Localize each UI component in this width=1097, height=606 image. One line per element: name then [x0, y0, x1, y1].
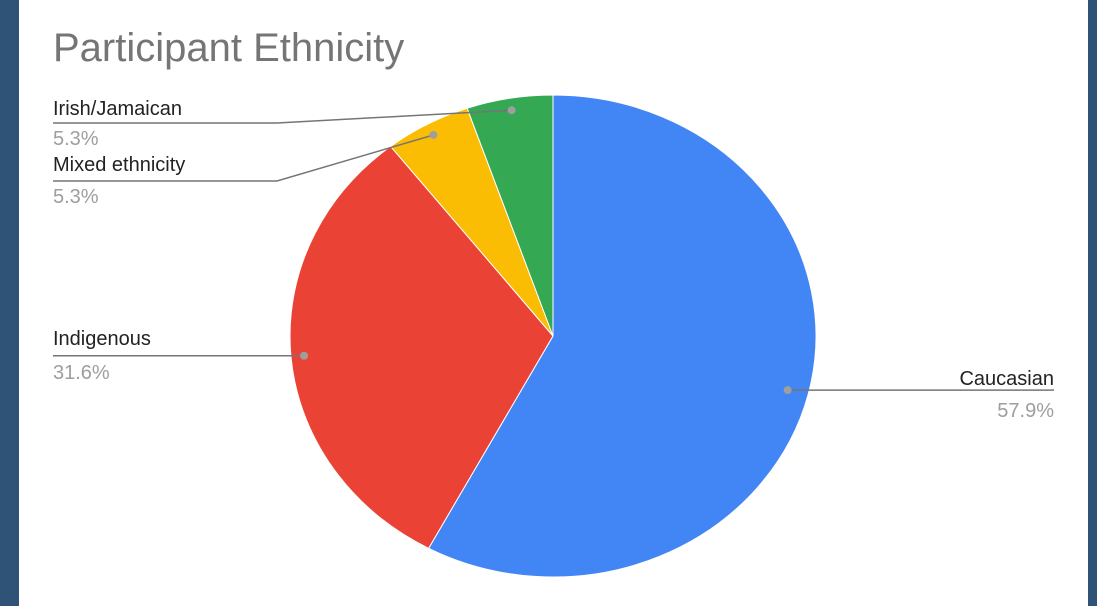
chart-title: Participant Ethnicity	[53, 26, 405, 70]
percent-indigenous: 31.6%	[53, 362, 110, 384]
slice-irish-jamaican	[466, 94, 554, 337]
label-irish-jamaican: Irish/Jamaican	[53, 98, 182, 120]
label-indigenous: Indigenous	[53, 328, 151, 350]
slice-caucasian	[427, 94, 817, 578]
chart-card: Participant Ethnicity Irish/Jamaican 5.3…	[19, 0, 1088, 606]
leader-mixed-ethnicity-dot	[429, 130, 438, 139]
percent-caucasian: 57.9%	[997, 400, 1054, 422]
pie-chart	[53, 94, 1054, 578]
percent-irish-jamaican: 5.3%	[53, 128, 99, 150]
leader-indigenous-dot	[300, 351, 309, 360]
label-caucasian: Caucasian	[959, 368, 1054, 390]
leader-caucasian-dot	[783, 386, 792, 395]
leader-irish-jamaican	[53, 109, 512, 124]
label-mixed-ethnicity: Mixed ethnicity	[53, 154, 186, 176]
leader-mixed-ethnicity	[53, 134, 434, 182]
slice-indigenous	[289, 145, 554, 549]
leader-irish-jamaican-dot	[507, 106, 516, 115]
percent-mixed-ethnicity: 5.3%	[53, 186, 99, 208]
